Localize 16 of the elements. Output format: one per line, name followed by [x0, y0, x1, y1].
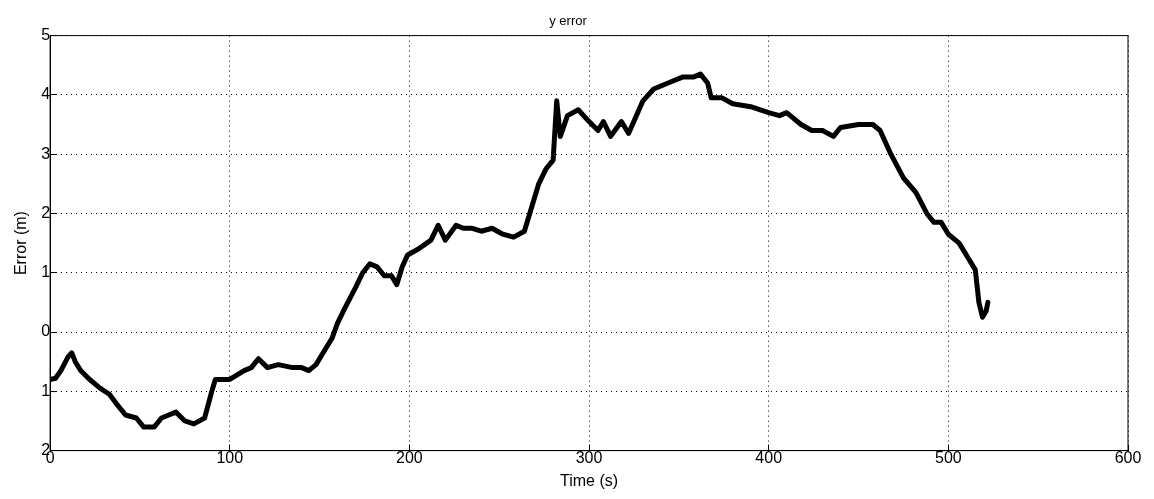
y-tick-label: 4 [41, 85, 51, 103]
y-tick-label: 0 [41, 322, 51, 340]
y-axis-title: Error (m) [12, 211, 30, 276]
y-tick-label: 1 [41, 381, 51, 399]
y-tick-label: 1 [41, 263, 51, 281]
y-tick-label: 2 [41, 203, 51, 221]
x-tick-label: 200 [396, 448, 423, 466]
x-tick-label: 400 [755, 448, 783, 466]
x-axis-title: Time (s) [560, 471, 619, 489]
x-tick-label: 600 [1114, 448, 1142, 466]
x-tick-label: 300 [575, 448, 603, 466]
x-tick-label: 100 [216, 448, 244, 466]
chart-title: y error [549, 13, 588, 29]
y-tick-label: 3 [41, 144, 51, 162]
x-tick-label: 500 [935, 448, 962, 466]
y-tick-label: 5 [41, 26, 51, 44]
